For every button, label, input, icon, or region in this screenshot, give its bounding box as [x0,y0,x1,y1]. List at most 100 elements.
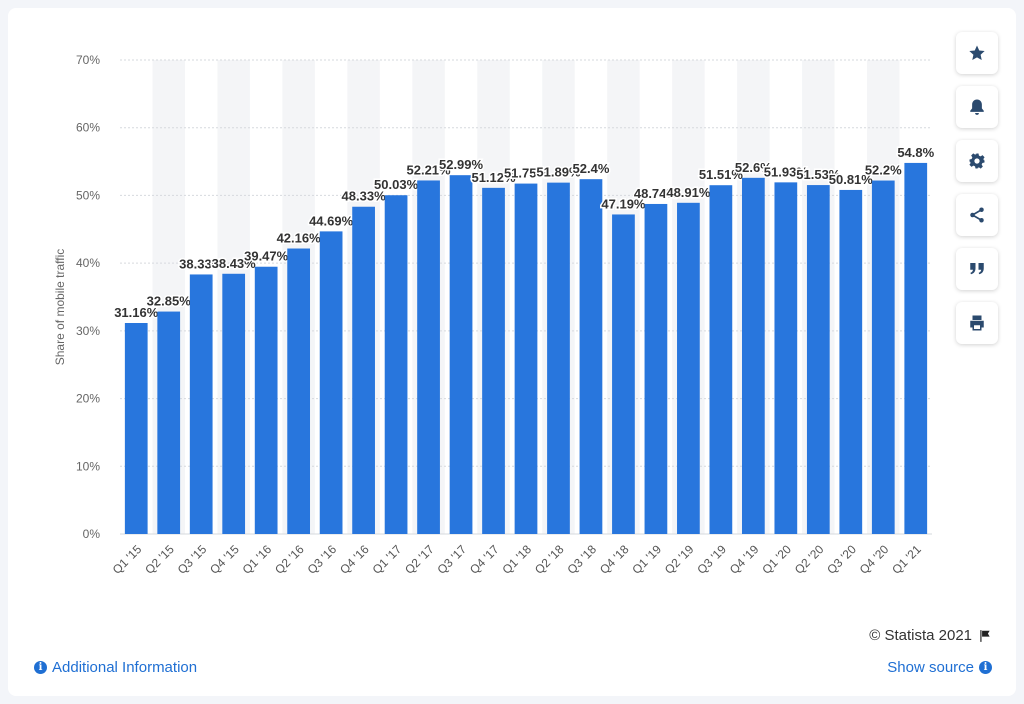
data-label: 38.43% [212,256,257,271]
x-tick-label: Q3 '15 [175,542,210,577]
y-tick-label: 30% [76,324,100,338]
quote-icon [970,263,984,275]
data-label: 31.16% [114,305,159,320]
data-label: 48.91% [666,185,711,200]
x-tick-label: Q3 '16 [305,542,340,577]
data-label: 51.89% [536,165,581,180]
data-label: 52.21% [407,162,452,177]
bar [644,203,668,534]
y-tick-label: 70% [76,53,100,67]
y-tick-label: 40% [76,256,100,270]
x-tick-label: Q2 '16 [272,542,307,577]
data-label: 50.81% [829,172,874,187]
x-tick-label: Q3 '17 [435,542,470,577]
data-label: 42.16% [277,231,322,246]
x-tick-label: Q1 '16 [240,542,275,577]
bar [547,182,570,535]
data-label: 32.85% [147,294,192,309]
x-tick-label: Q4 '15 [207,542,242,577]
copyright-text: © Statista 2021 [869,627,972,644]
bar [709,185,733,534]
x-tick-label: Q1 '15 [110,542,145,577]
data-label: 51.51% [699,167,744,182]
data-label: 50.03% [374,177,419,192]
data-label: 48.33% [342,189,387,204]
data-label: 39.47% [244,249,289,264]
bar [612,214,635,534]
x-tick-label: Q1 '20 [759,542,794,577]
data-label: 52.4% [573,161,610,176]
share-icon [970,207,984,223]
x-tick-label: Q1 '21 [889,542,924,577]
x-tick-label: Q3 '20 [824,542,859,577]
y-tick-label: 60% [76,121,100,135]
data-label: 48.74% [634,186,679,201]
data-label: 51.93% [764,164,809,179]
bar-chart: 0% 10% 20% 30% 40% 50% 60% 70% Share of mobile t… [53,53,936,577]
bar [579,179,603,535]
data-label: 52.99% [439,157,484,172]
bar [287,248,311,534]
y-tick-label: 50% [76,188,100,202]
bar [384,195,408,534]
bar [157,311,181,534]
show-source-label: Show source [887,659,974,676]
y-tick-label: 20% [76,392,100,406]
bar [417,180,440,534]
flag-icon [980,629,990,642]
notification-button[interactable] [956,86,998,128]
settings-button[interactable] [956,140,998,182]
additional-information-label: Additional Information [52,659,198,676]
data-label: 44.69% [309,213,354,228]
x-tick-label: Q4 '16 [337,542,372,577]
x-tick-label: Q1 '18 [499,542,534,577]
star-icon [969,45,985,61]
x-tick-label: Q3 '19 [694,542,729,577]
y-axis-label: Share of mobile traffic [53,249,67,366]
share-button[interactable] [956,194,998,236]
bar [449,175,473,534]
bar [839,189,863,534]
data-label: 51.12% [471,170,516,185]
chart-card: 0% 10% 20% 30% 40% 50% 60% 70% Share of mobile t… [8,8,1016,696]
x-tick-label: Q2 '20 [792,542,827,577]
bar [352,206,375,534]
x-tick-label: Q2 '19 [662,542,697,577]
bar [319,231,343,534]
bar [482,187,505,534]
bar [741,177,765,534]
x-tick-label: Q4 '17 [467,542,502,577]
x-tick-label: Q2 '15 [142,542,177,577]
data-label: 51.53% [796,167,841,182]
x-tick-label: Q4 '20 [857,542,892,577]
favorite-button[interactable] [956,32,998,74]
y-tick-label: 10% [76,459,100,473]
cite-button[interactable] [956,248,998,290]
x-tick-label: Q1 '17 [370,542,405,577]
x-tick-label: Q4 '18 [597,542,632,577]
print-icon [970,315,984,331]
additional-information-link[interactable]: i Additional Information [34,659,197,676]
print-button[interactable] [956,302,998,344]
info-icon: i [979,661,992,674]
bar [871,180,895,534]
bar [124,323,148,534]
bar [677,202,700,534]
info-icon: i [34,661,47,674]
y-tick-label: 0% [83,527,101,541]
x-tick-label: Q2 '18 [532,542,567,577]
gear-icon [969,153,985,169]
show-source-link[interactable]: Show source i [887,659,992,676]
data-label: 51.75% [504,166,549,181]
bar [189,274,213,534]
data-label: 52.6% [735,160,772,175]
bar [222,273,246,534]
bar [774,182,798,534]
bell-icon [970,99,984,115]
bar [514,183,538,535]
copyright: © Statista 2021 [869,627,992,644]
bar [904,162,928,534]
data-label: 38.33% [179,256,224,271]
x-tick-label: Q1 '19 [629,542,664,577]
x-tick-label: Q3 '18 [564,542,599,577]
